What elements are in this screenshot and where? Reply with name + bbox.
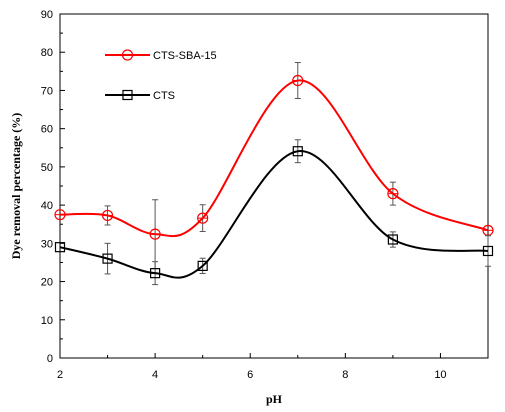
legend-marker-cts: [122, 89, 133, 101]
data-point-cts: [150, 268, 161, 279]
legend-label-cts-sba-15: CTS-SBA-15: [153, 50, 217, 62]
legend: CTS-SBA-15 CTS: [105, 49, 217, 102]
y-tick-label: 90: [41, 9, 53, 21]
y-tick-label: 80: [41, 47, 53, 59]
plot-area: [59, 13, 489, 359]
data-series: [54, 62, 494, 286]
y-tick-label: 20: [41, 277, 53, 289]
x-tick-label: 10: [434, 369, 446, 381]
x-tick-label: 4: [152, 369, 158, 381]
series-cts: [54, 139, 494, 286]
y-tick-label: 60: [41, 124, 53, 136]
x-axis-title: pH: [266, 392, 283, 406]
legend-label-cts: CTS: [153, 90, 175, 102]
series-line-cts: [59, 150, 489, 279]
x-tick-label: 8: [342, 369, 348, 381]
x-tick-label: 2: [57, 369, 63, 381]
data-point-cts: [387, 234, 398, 245]
axis-tick-labels: 0 10 20 30 40 50 60 70 80 90 2 4 6 8 10: [41, 9, 447, 381]
series-cts-sba-15: [54, 62, 494, 270]
axis-ticks: [59, 13, 441, 359]
data-point-cts: [292, 146, 303, 157]
y-tick-label: 30: [41, 238, 53, 250]
y-tick-label: 50: [41, 162, 53, 174]
y-tick-label: 40: [41, 200, 53, 212]
plot-frame: [59, 13, 489, 359]
data-point-cts: [482, 245, 494, 257]
y-tick-label: 70: [41, 85, 53, 97]
data-point-cts: [102, 253, 113, 264]
series-line-cts-sba-15: [59, 79, 489, 238]
data-point-cts: [197, 260, 208, 271]
x-tick-label: 6: [247, 369, 253, 381]
y-axis-title: Dye removal percentage (%): [9, 113, 23, 260]
y-tick-label: 10: [41, 315, 53, 327]
data-point-cts: [54, 242, 66, 253]
y-tick-label: 0: [47, 353, 53, 365]
